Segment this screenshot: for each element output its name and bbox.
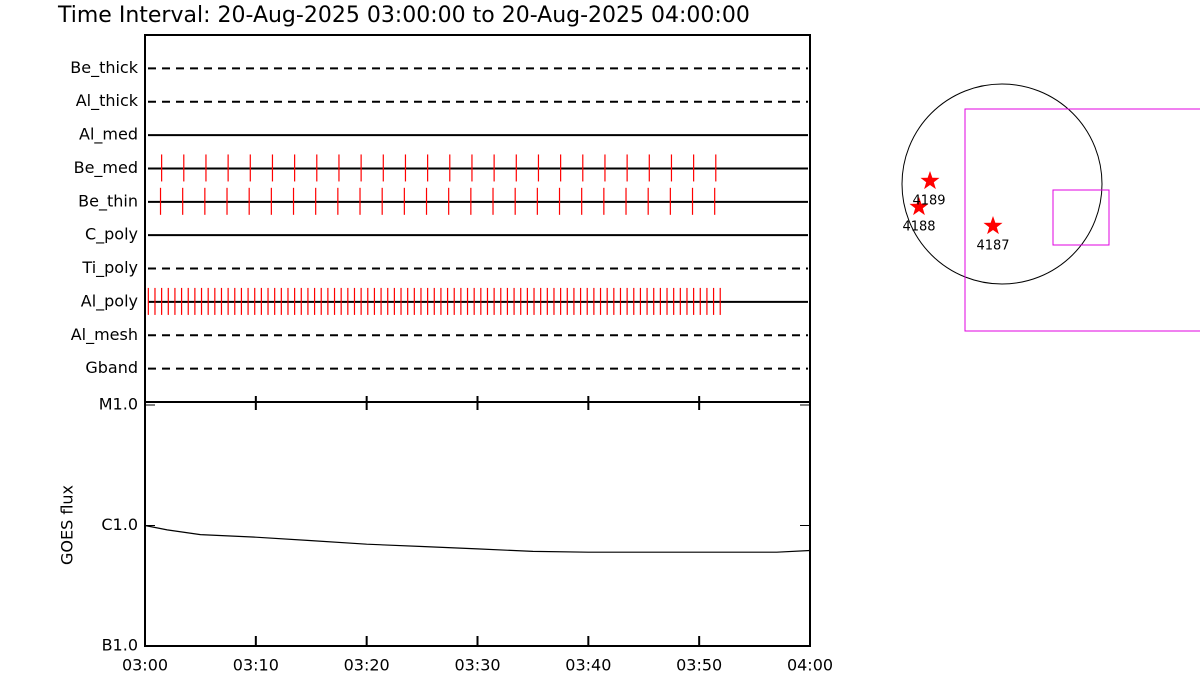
solar-map: 4189 4188 4187: [901, 83, 1200, 332]
goes-panel: [144, 401, 811, 647]
region-marker: [983, 216, 1003, 235]
row-label: C_poly: [85, 225, 138, 245]
fov-box: [964, 108, 1200, 332]
y-tick-label: C1.0: [101, 515, 138, 534]
x-tick-label: 03:30: [454, 656, 500, 675]
region-label: 4189: [912, 194, 945, 209]
row-label: Be_thin: [78, 191, 138, 211]
y-tick-label: M1.0: [99, 395, 138, 414]
row-label: Be_thick: [70, 58, 138, 78]
x-tick-label: 03:00: [122, 656, 168, 675]
fov-box: [1052, 189, 1110, 246]
row-label: Al_poly: [81, 291, 138, 311]
x-tick-label: 04:00: [787, 656, 833, 675]
row-label: Be_med: [74, 158, 138, 178]
region-marker: [920, 171, 940, 190]
y-axis-label: GOES flux: [58, 485, 77, 565]
filter-panel: [144, 34, 811, 403]
row-label: Ti_poly: [81, 258, 138, 278]
x-tick-label: 03:50: [676, 656, 722, 675]
solar-disk: [901, 83, 1103, 285]
region-label: 4187: [976, 239, 1009, 254]
x-tick-label: 03:10: [233, 656, 279, 675]
x-tick-label: 03:40: [565, 656, 611, 675]
row-label: Al_med: [79, 125, 138, 145]
row-label: Al_mesh: [71, 325, 138, 345]
row-label: Gband: [85, 358, 138, 377]
y-tick-label: B1.0: [102, 636, 138, 655]
goes-curve: [144, 524, 811, 553]
row-label: Al_thick: [76, 91, 139, 111]
x-tick-label: 03:20: [344, 656, 390, 675]
region-label: 4188: [902, 220, 935, 235]
chart-title: Time Interval: 20-Aug-2025 03:00:00 to 2…: [57, 3, 750, 28]
